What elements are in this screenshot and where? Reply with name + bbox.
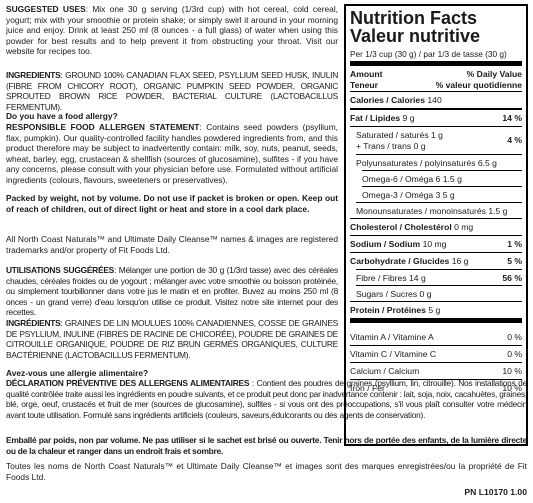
- sodium-row: Sodium / Sodium 10 mg 1 %: [350, 239, 522, 249]
- trademark-en: All North Coast Naturals™ and Ultimate D…: [6, 234, 338, 255]
- cholesterol-row: Cholesterol / Cholestérol 0 mg: [350, 222, 474, 232]
- allergy-question-fr: Avez-vous une allergie alimentaire?: [6, 368, 149, 378]
- divider: [350, 126, 522, 127]
- divider: [350, 218, 522, 219]
- allergen-text-en: : Contains seed powders (psyllium, flax,…: [6, 122, 338, 185]
- saturated-row: Saturated / saturés 1 g: [356, 130, 443, 140]
- amount-header-fr: Teneur% valeur quotidienne: [350, 79, 522, 90]
- ingredients-en-text: : GROUND 100% CANADIAN FLAX SEED, PSYLLI…: [6, 70, 338, 112]
- ingredients-en-label: INGREDIENTS: [6, 70, 61, 80]
- suggested-uses-text: : Mix one 30 g serving (1/3rd cup) with …: [6, 4, 339, 57]
- calcium-row: Calcium / Calcium 10 %: [350, 366, 522, 376]
- sat-trans-dv: 4 %: [507, 135, 522, 145]
- amount-header: Amount% Daily Value: [350, 68, 522, 79]
- ingredients-fr: INGRÉDIENTS: GRAINES DE LIN MOULUES 100%…: [6, 318, 338, 360]
- divider: [356, 202, 522, 203]
- sugars-row: Sugars / Sucres 0 g: [356, 288, 432, 299]
- nutrition-title-fr: Valeur nutritive: [350, 26, 481, 46]
- divider: [350, 252, 522, 253]
- divider: [350, 301, 522, 302]
- divider-thick: [350, 61, 522, 66]
- iron-row: Iron / Fer 10 %: [350, 383, 522, 393]
- divider: [350, 362, 522, 363]
- nutrition-title-en: Nutrition Facts: [350, 8, 478, 28]
- protein-row: Protein / Protéines 5 g: [350, 305, 441, 315]
- divider: [362, 170, 522, 171]
- ingredients-fr-label: INGRÉDIENTS: [6, 318, 61, 328]
- allergen-statement-fr: DÉCLARATION PRÉVENTIVE DES ALLERGENS ALI…: [6, 378, 527, 420]
- divider: [356, 154, 522, 155]
- suggested-uses-fr-label: UTILISATIONS SUGGÉRÉES: [6, 265, 114, 275]
- calories-row: Calories / Calories 140: [350, 95, 442, 105]
- divider-thick: [350, 318, 522, 323]
- fat-row: Fat / Lipides 9 g 14 %: [350, 113, 522, 123]
- allergen-label-en: RESPONSIBLE FOOD ALLERGEN STATEMENT: [6, 122, 200, 132]
- fibre-row: Fibre / Fibres 14 g 56 %: [356, 272, 522, 283]
- product-code: PN L10170 1.00: [464, 487, 527, 497]
- allergen-statement-en: RESPONSIBLE FOOD ALLERGEN STATEMENT: Con…: [6, 122, 338, 186]
- suggested-uses-fr-text: : Mélanger une portion de 30 g (1/3rd ta…: [6, 265, 338, 318]
- divider-medium: [350, 108, 522, 110]
- divider: [350, 379, 522, 380]
- suggested-uses-fr: UTILISATIONS SUGGÉRÉES: Mélanger une por…: [6, 265, 338, 318]
- ingredients-en: INGREDIENTS: GROUND 100% CANADIAN FLAX S…: [6, 70, 338, 112]
- warning-fr: Emballé par poids, non par volume. Ne pa…: [6, 435, 527, 456]
- mono-row: Monounsaturates / monoinsaturés 1.5 g: [356, 205, 508, 216]
- omega6-row: Omega-6 / Oméga 6 1.5 g: [362, 173, 462, 184]
- warning-en: Packed by weight, not by volume. Do not …: [6, 193, 338, 214]
- suggested-uses: SUGGESTED USES: Mix one 30 g serving (1/…: [6, 4, 338, 57]
- divider: [350, 91, 522, 92]
- divider: [350, 235, 522, 236]
- allergy-question-en: Do you have a food allergy?: [6, 111, 118, 121]
- trans-row: + Trans / trans 0 g: [356, 141, 426, 151]
- suggested-uses-label: SUGGESTED USES: [6, 4, 86, 14]
- divider: [356, 269, 522, 270]
- divider: [362, 186, 522, 187]
- divider: [356, 285, 522, 286]
- nutrition-facts-panel: Nutrition Facts Valeur nutritive Per 1/3…: [344, 4, 528, 446]
- omega3-row: Omega-3 / Oméga 3 5 g: [362, 189, 455, 200]
- poly-row: Polyunsaturates / polyinsaturés 6.5 g: [356, 157, 497, 168]
- allergen-text-fr: : Contient des poudres de graines (psyll…: [6, 378, 527, 420]
- divider: [350, 345, 522, 346]
- allergen-label-fr: DÉCLARATION PRÉVENTIVE DES ALLERGENS ALI…: [6, 378, 250, 388]
- trademark-fr: Toutes les noms de North Coast Naturals™…: [6, 461, 527, 482]
- ingredients-fr-text: : GRAINES DE LIN MOULUES 100% CANADIENNE…: [6, 318, 338, 360]
- serving-size: Per 1/3 cup (30 g) / par 1/3 de tasse (3…: [350, 49, 507, 59]
